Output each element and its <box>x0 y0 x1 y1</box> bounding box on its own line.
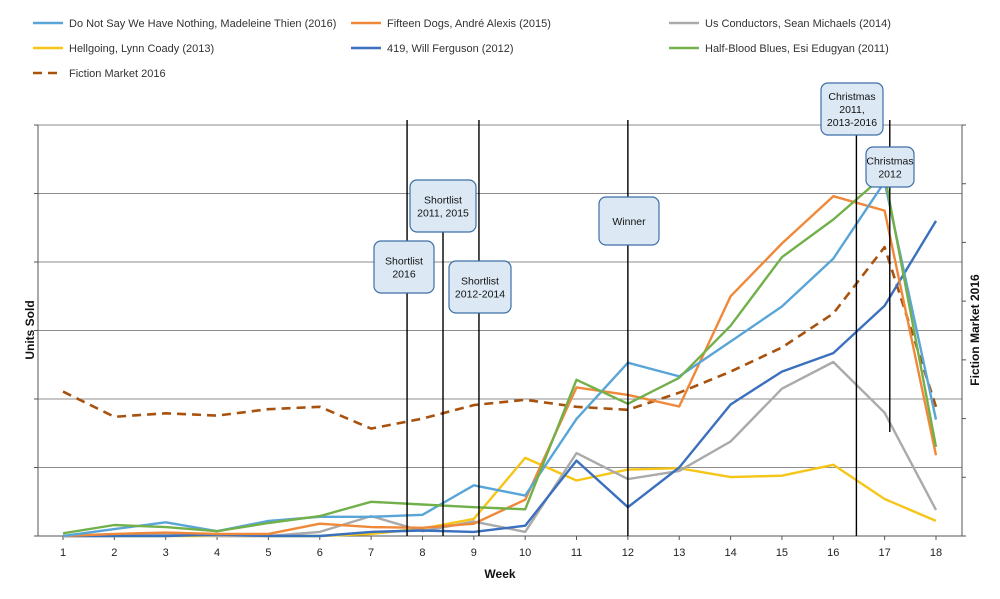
legend-label: Fifteen Dogs, André Alexis (2015) <box>387 18 551 30</box>
x-tick-label: 18 <box>930 547 942 559</box>
annotation-label: 2013-2016 <box>827 117 877 129</box>
legend-label: Fiction Market 2016 <box>69 68 166 80</box>
x-tick-label: 4 <box>214 547 220 559</box>
annotation-label: Winner <box>612 216 646 228</box>
x-tick-label: 7 <box>368 547 374 559</box>
annotation-label: Shortlist <box>385 256 423 268</box>
series-line <box>62 173 938 535</box>
legend-item: Do Not Say We Have Nothing, Madeleine Th… <box>33 18 336 30</box>
x-tick-label: 5 <box>265 547 271 559</box>
x-tick-label: 2 <box>111 547 117 559</box>
annotation-label: 2012-2014 <box>455 289 505 301</box>
legend-label: Do Not Say We Have Nothing, Madeleine Th… <box>69 18 336 30</box>
legend-label: 419, Will Ferguson (2012) <box>387 43 514 55</box>
annotation-box <box>598 196 660 246</box>
annotation-label: Christmas <box>828 91 875 103</box>
legend-label: Hellgoing, Lynn Coady (2013) <box>69 43 214 55</box>
annotation-label: Shortlist <box>424 195 462 207</box>
annotation-label: 2012 <box>878 169 902 181</box>
series-line <box>63 360 938 538</box>
x-tick-label: 1 <box>60 547 66 559</box>
annotation-box <box>373 240 435 294</box>
y2-axis-title: Fiction Market 2016 <box>968 274 982 386</box>
x-tick-label: 6 <box>317 547 323 559</box>
x-tick-label: 12 <box>622 547 634 559</box>
annotation-box <box>820 82 884 136</box>
series-line <box>62 194 938 538</box>
x-tick-label: 9 <box>471 547 477 559</box>
annotation-box <box>448 260 512 314</box>
annotation-label: 2011, <box>839 104 865 116</box>
series-line <box>62 180 938 538</box>
legend-item: Hellgoing, Lynn Coady (2013) <box>33 43 214 55</box>
x-tick-label: 8 <box>419 547 425 559</box>
x-tick-label: 13 <box>673 547 685 559</box>
x-tick-label: 10 <box>519 547 531 559</box>
legend-label: Us Conductors, Sean Michaels (2014) <box>705 18 891 30</box>
x-axis-title: Week <box>484 567 515 581</box>
annotation-label: 2011, 2015 <box>417 208 469 220</box>
x-tick-label: 3 <box>163 547 169 559</box>
annotation-box <box>409 179 477 233</box>
axes: 1 2 3 4 5 6 7 8 9 10 11 12 13 14 15 16 17 18 <box>34 124 966 559</box>
legend-item: 419, Will Ferguson (2012) <box>351 43 514 55</box>
annotation-box <box>865 146 915 188</box>
x-tick-label: 11 <box>571 547 582 559</box>
y-axis-title: Units Sold <box>23 300 37 359</box>
series-line <box>62 245 938 430</box>
x-tick-label: 16 <box>827 547 839 559</box>
annotation-label: Christmas <box>866 156 913 168</box>
legend-item: Fifteen Dogs, André Alexis (2015) <box>351 18 551 30</box>
legend-item: Half-Blood Blues, Esi Edugyan (2011) <box>669 43 889 55</box>
x-tick-label: 17 <box>879 547 891 559</box>
x-tick-label: 14 <box>724 547 736 559</box>
annotation-label: Shortlist <box>461 276 499 288</box>
x-tick-label: 15 <box>776 547 788 559</box>
legend-item: Fiction Market 2016 <box>33 68 166 80</box>
annotation-callout: Winner <box>598 196 660 246</box>
annotation-label: 2016 <box>392 269 416 281</box>
legend: Do Not Say We Have Nothing, Madeleine Th… <box>33 18 891 80</box>
grid <box>38 124 962 468</box>
series-line <box>63 456 937 538</box>
series-lines <box>62 173 938 538</box>
legend-item: Us Conductors, Sean Michaels (2014) <box>669 18 891 30</box>
legend-label: Half-Blood Blues, Esi Edugyan (2011) <box>705 43 889 55</box>
